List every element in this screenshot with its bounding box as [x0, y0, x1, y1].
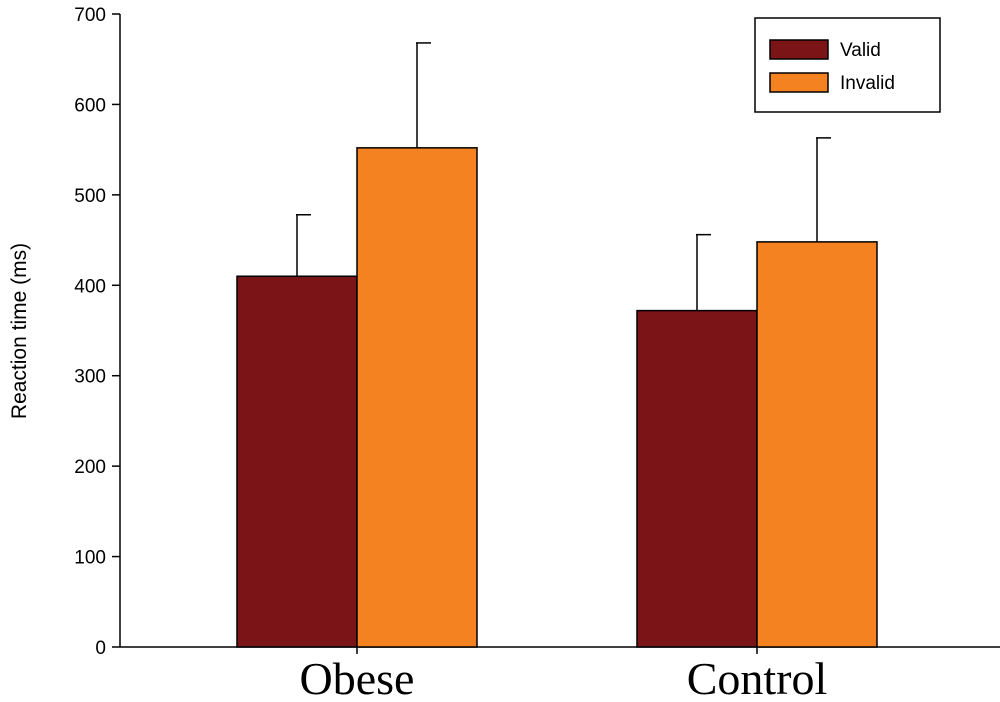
x-category-label: Control — [687, 653, 828, 702]
y-tick-label: 100 — [74, 548, 106, 569]
x-axis: Obese Control — [120, 646, 1000, 702]
y-axis-title: Reaction time (ms) — [8, 243, 31, 419]
error-bars — [296, 42, 831, 311]
legend-box — [754, 17, 941, 113]
y-tick-label: 500 — [74, 186, 106, 207]
bar-invalid-control — [756, 241, 878, 648]
legend-swatch-invalid — [769, 72, 829, 93]
y-tick-label: 200 — [74, 457, 106, 478]
legend-label-invalid: Invalid — [840, 73, 895, 94]
legend-label-valid: Valid — [840, 40, 881, 61]
bar-valid-control — [636, 309, 758, 648]
y-tick-label: 400 — [74, 276, 106, 297]
legend: Valid Invalid — [754, 17, 941, 113]
x-category-label: Obese — [300, 653, 415, 702]
y-tick-label: 0 — [95, 638, 106, 659]
y-tick-label: 600 — [74, 95, 106, 116]
bar-invalid-obese — [356, 147, 478, 648]
legend-swatch-valid — [769, 39, 829, 60]
y-tick-label: 700 — [74, 5, 106, 26]
y-tick-label: 300 — [74, 367, 106, 388]
bar-valid-obese — [236, 275, 358, 648]
y-axis: 0 100 200 300 400 500 600 700 — [74, 5, 121, 659]
bars — [236, 147, 878, 648]
